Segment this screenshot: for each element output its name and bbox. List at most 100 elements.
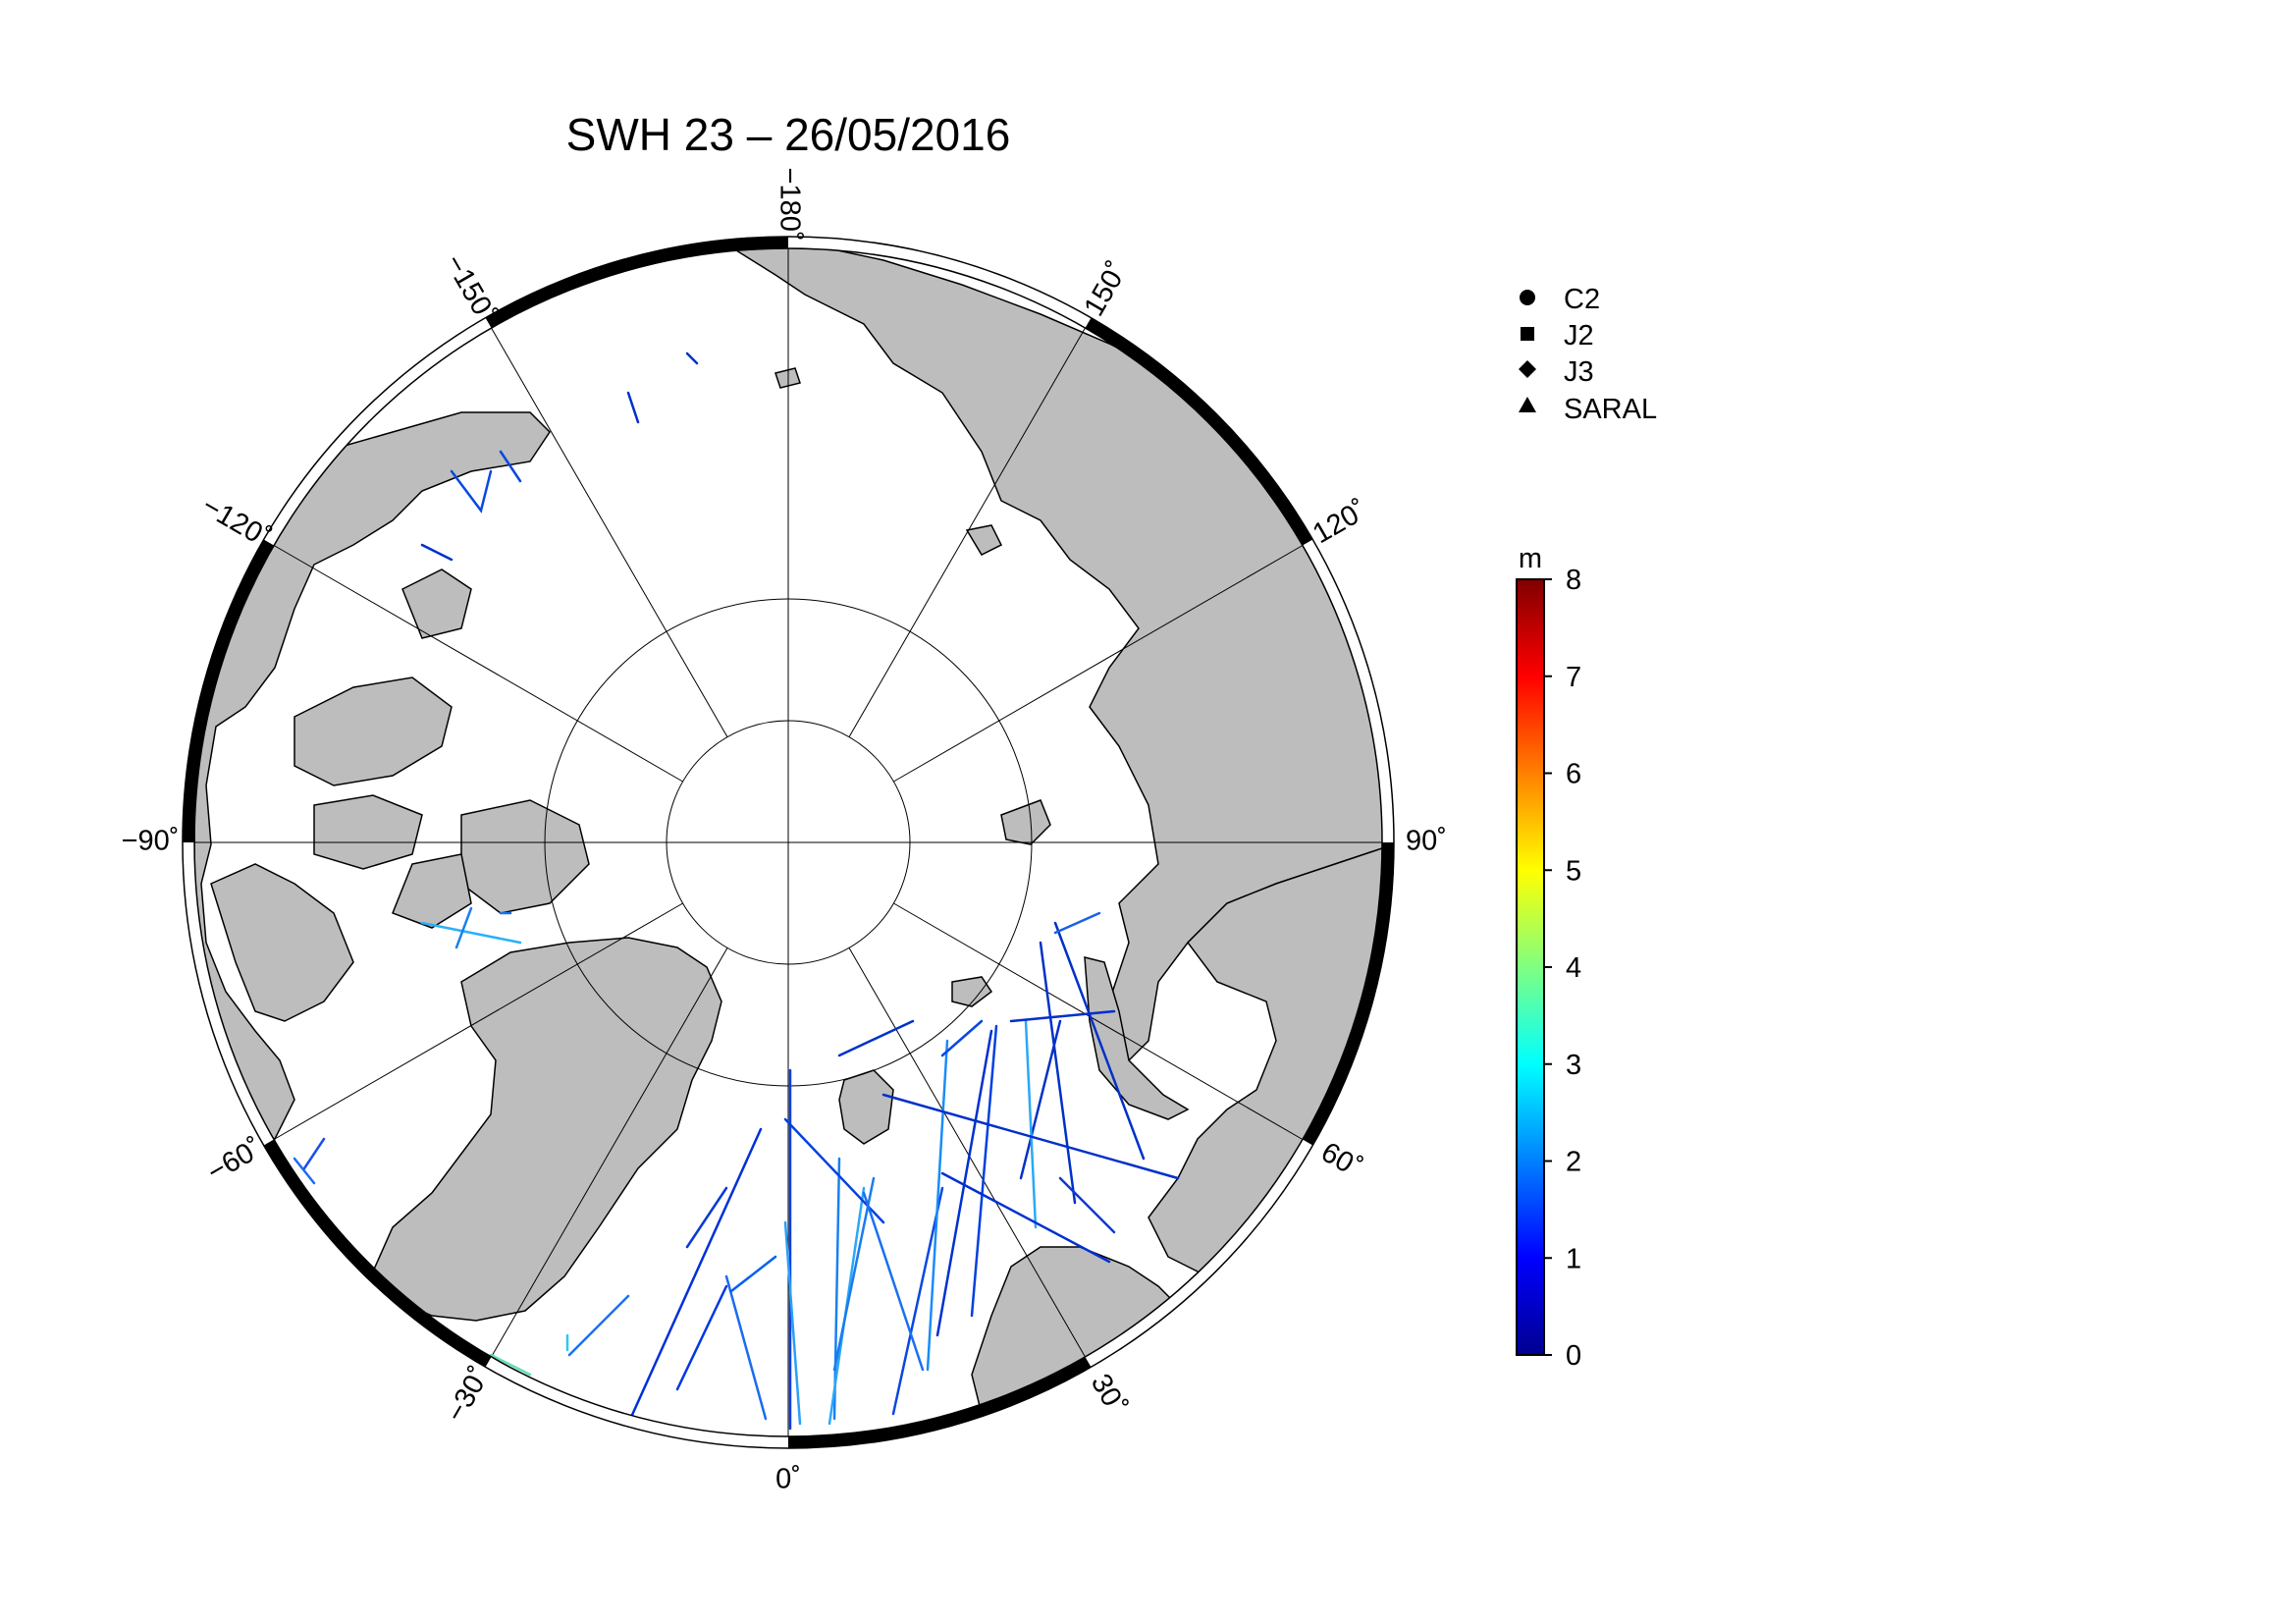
longitude-label: −120˚: [196, 490, 276, 554]
longitude-label: 150˚: [1078, 256, 1134, 321]
baffin-island: [210, 863, 354, 1022]
colorbar-unit: m: [1519, 543, 1542, 574]
track: [685, 1186, 728, 1249]
frame-segments: [183, 237, 1394, 1448]
track: [940, 1019, 984, 1057]
novaya-zemlya: [1084, 956, 1190, 1120]
colorbar-tick-label: 5: [1566, 855, 1581, 887]
track: [626, 391, 640, 424]
track: [832, 1157, 841, 1421]
track: [302, 1137, 326, 1170]
track: [685, 352, 699, 365]
meridian-line: [848, 327, 1086, 737]
longitude-label: 120˚: [1308, 494, 1372, 550]
severnaya-zemlya: [1000, 799, 1051, 845]
track: [881, 1093, 1180, 1180]
meridian-line: [893, 902, 1304, 1140]
satellite-tracks: [293, 352, 1180, 1431]
arctic-archipelago-island: [294, 676, 453, 786]
colorbar-tick-label: 0: [1566, 1340, 1581, 1372]
frame-black-segment: [183, 539, 275, 843]
frame-black-segment: [787, 1356, 1092, 1448]
arctic-archipelago-island: [313, 794, 423, 870]
colorbar: m 0 1 2 3 4 5 6 7 8: [1516, 543, 1581, 1372]
track: [729, 1255, 777, 1293]
meridian-line: [848, 947, 1086, 1358]
legend-label: SARAL: [1564, 394, 1657, 425]
frame-black-segment: [1085, 317, 1313, 546]
frame-black-segment: [1302, 841, 1394, 1146]
legend-label: J3: [1564, 356, 1594, 388]
track: [935, 1029, 993, 1337]
meridian-line: [491, 327, 728, 737]
track: [832, 1176, 876, 1372]
meridian-line: [893, 545, 1304, 783]
track: [293, 1157, 316, 1185]
longitude-label: −30˚: [440, 1362, 496, 1428]
track: [454, 906, 473, 949]
track: [724, 1274, 768, 1421]
track: [450, 469, 493, 514]
track: [926, 1039, 949, 1372]
track: [420, 543, 454, 562]
frame-black-segment: [263, 1139, 492, 1368]
meridian-line: [491, 947, 728, 1358]
track: [567, 1294, 630, 1357]
track: [940, 1171, 1111, 1264]
arctic-archipelago-island: [401, 568, 472, 639]
land-masses: [194, 248, 1382, 1434]
map-frame: [182, 236, 1395, 1449]
colorbar-gradient: [1516, 578, 1545, 1356]
longitude-label: 90˚: [1406, 826, 1447, 857]
track: [626, 1127, 763, 1426]
longitude-label: 0˚: [775, 1464, 801, 1495]
iceland: [323, 1300, 413, 1346]
track: [970, 1024, 998, 1318]
longitude-label: 60˚: [1315, 1136, 1366, 1184]
track: [1053, 921, 1146, 1161]
greenland-landmass: [372, 937, 722, 1322]
legend-circle-icon: [1520, 290, 1535, 305]
longitude-label: 30˚: [1085, 1369, 1133, 1420]
legend-label: C2: [1564, 284, 1600, 315]
track: [862, 1191, 925, 1372]
longitude-label: −150˚: [439, 249, 503, 329]
track: [499, 450, 522, 483]
track: [837, 1019, 915, 1057]
colorbar-tick-label: 4: [1566, 952, 1581, 984]
track: [1009, 1009, 1116, 1023]
satellite-legend: C2 J2 J3 SARAL: [1519, 284, 1657, 425]
franz-josef-land: [951, 976, 993, 1007]
track: [1053, 911, 1101, 935]
track: [420, 921, 522, 945]
colorbar-ticks: 0 1 2 3 4 5 6 7 8: [1544, 565, 1581, 1372]
legend-square-icon: [1521, 327, 1534, 341]
longitude-label: −180˚: [774, 168, 805, 242]
legend-label: J2: [1564, 320, 1594, 352]
svalbard: [838, 1069, 894, 1145]
meridian-lines: [194, 248, 1382, 1436]
track: [675, 1284, 728, 1391]
arctic-archipelago-island: [392, 853, 472, 929]
longitude-label: −60˚: [202, 1132, 268, 1188]
new-siberian-islands: [965, 524, 1003, 556]
longitude-label: −90˚: [122, 826, 180, 857]
meridian-line: [273, 902, 683, 1140]
colorbar-tick-label: 6: [1566, 759, 1581, 790]
frame-black-segment: [485, 237, 789, 329]
colorbar-tick-label: 2: [1566, 1147, 1581, 1178]
colorbar-tick-label: 3: [1566, 1050, 1581, 1081]
track: [1058, 1176, 1116, 1234]
colorbar-tick-label: 8: [1566, 565, 1581, 596]
track: [891, 1186, 944, 1416]
map-title: SWH 23 – 26/05/2016: [566, 109, 1011, 160]
track: [489, 1353, 532, 1377]
colorbar-tick-label: 1: [1566, 1243, 1581, 1274]
colorbar-tick-label: 7: [1566, 662, 1581, 693]
track: [1024, 1019, 1038, 1229]
legend-triangle-icon: [1519, 397, 1536, 412]
track: [783, 1220, 802, 1426]
legend-diamond-icon: [1519, 360, 1536, 378]
